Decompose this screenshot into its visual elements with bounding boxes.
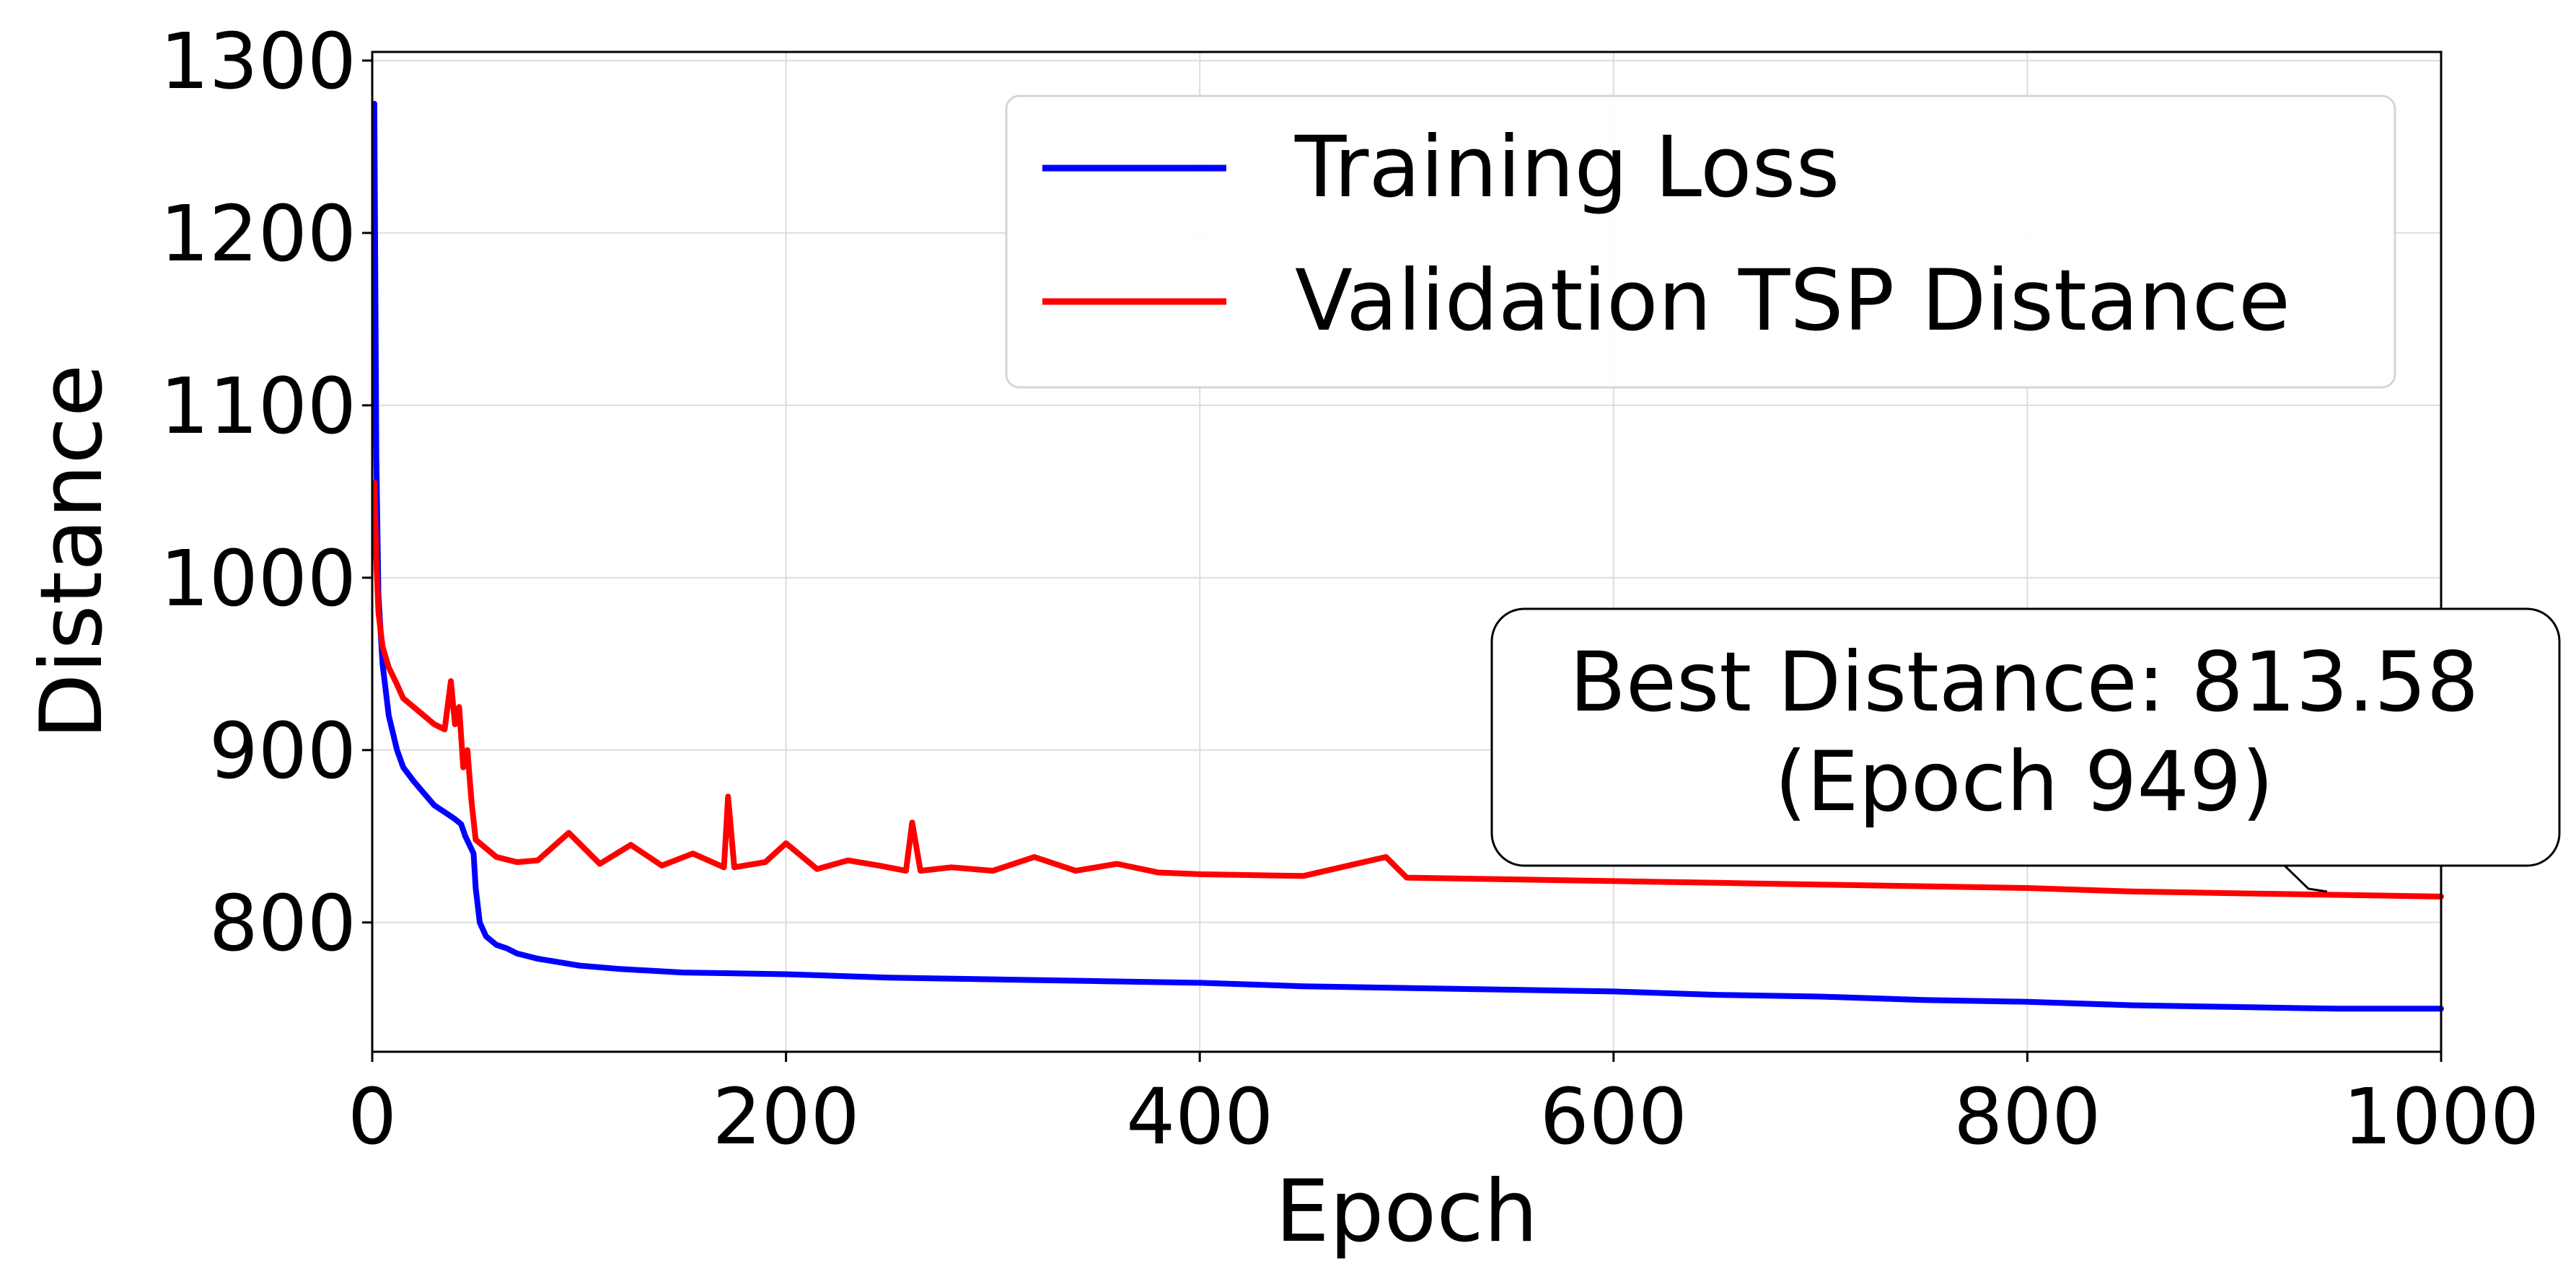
y-tick-label: 1000 — [160, 535, 356, 624]
y-tick-label: 1200 — [160, 190, 356, 279]
y-tick-label: 900 — [209, 707, 356, 796]
x-tick-label: 0 — [348, 1073, 397, 1162]
series-line-training-loss — [371, 100, 2444, 1012]
annotation-arrow — [2282, 863, 2328, 893]
x-tick-label: 400 — [1126, 1073, 1273, 1162]
annotation-line-2: (Epoch 949) — [1775, 734, 2274, 830]
series-line-validation-tsp-distance — [371, 480, 2444, 900]
series-layer — [371, 100, 2444, 1012]
annotation-box — [1490, 607, 2561, 867]
legend-label-training-loss: Training Loss — [1294, 118, 1839, 216]
x-tick-label: 800 — [1953, 1073, 2101, 1162]
plot-frame — [371, 50, 2443, 1053]
legend-box — [1005, 95, 2396, 389]
x-tick-label: 600 — [1540, 1073, 1687, 1162]
x-axis-title: Epoch — [1275, 1162, 1538, 1262]
y-tick-label: 1100 — [160, 362, 356, 452]
annotation-line-1: Best Distance: 813.58 — [1570, 634, 2479, 730]
y-tick-label: 1300 — [160, 17, 356, 107]
x-tick-label: 1000 — [2343, 1073, 2539, 1162]
legend: Training Loss Validation TSP Distance — [1005, 95, 2396, 389]
y-tick-label: 800 — [209, 879, 356, 969]
y-axis-title: Distance — [22, 364, 122, 739]
x-tick-label: 200 — [712, 1073, 859, 1162]
best-distance-annotation: Best Distance: 813.58 (Epoch 949) — [1490, 607, 2561, 893]
axis-ticks: 0 200 400 600 800 1000 800 900 1000 1100 1200 1300 — [160, 17, 2539, 1162]
legend-label-validation-tsp-distance: Validation TSP Distance — [1295, 251, 2290, 350]
